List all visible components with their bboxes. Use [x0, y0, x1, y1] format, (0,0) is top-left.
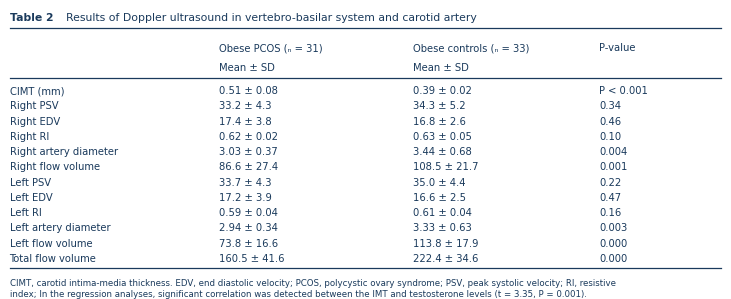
Text: Total flow volume: Total flow volume	[10, 254, 96, 264]
Text: 113.8 ± 17.9: 113.8 ± 17.9	[413, 239, 479, 249]
Text: 0.003: 0.003	[599, 223, 628, 234]
Text: 0.59 ± 0.04: 0.59 ± 0.04	[219, 208, 279, 218]
Text: 0.51 ± 0.08: 0.51 ± 0.08	[219, 86, 279, 96]
Text: Table 2: Table 2	[10, 13, 53, 23]
Text: 86.6 ± 27.4: 86.6 ± 27.4	[219, 162, 279, 173]
Text: CIMT (mm): CIMT (mm)	[10, 86, 64, 96]
Text: P-value: P-value	[599, 43, 636, 53]
Text: 16.8 ± 2.6: 16.8 ± 2.6	[413, 117, 466, 127]
Text: 3.44 ± 0.68: 3.44 ± 0.68	[413, 147, 471, 157]
Text: Right artery diameter: Right artery diameter	[10, 147, 118, 157]
Text: Obese controls (ₙ = 33): Obese controls (ₙ = 33)	[413, 43, 529, 53]
Text: Right flow volume: Right flow volume	[10, 162, 99, 173]
Text: 3.33 ± 0.63: 3.33 ± 0.63	[413, 223, 471, 234]
Text: 0.47: 0.47	[599, 193, 621, 203]
Text: 0.39 ± 0.02: 0.39 ± 0.02	[413, 86, 472, 96]
Text: Left EDV: Left EDV	[10, 193, 52, 203]
Text: 16.6 ± 2.5: 16.6 ± 2.5	[413, 193, 466, 203]
Text: 0.22: 0.22	[599, 178, 621, 188]
Text: CIMT, carotid intima-media thickness. EDV, end diastolic velocity; PCOS, polycys: CIMT, carotid intima-media thickness. ED…	[10, 279, 616, 299]
Text: Right PSV: Right PSV	[10, 101, 58, 112]
Text: Left flow volume: Left flow volume	[10, 239, 92, 249]
Text: 160.5 ± 41.6: 160.5 ± 41.6	[219, 254, 285, 264]
Text: 0.001: 0.001	[599, 162, 628, 173]
Text: 0.000: 0.000	[599, 239, 628, 249]
Text: 0.004: 0.004	[599, 147, 628, 157]
Text: Mean ± SD: Mean ± SD	[413, 63, 469, 73]
Text: 108.5 ± 21.7: 108.5 ± 21.7	[413, 162, 479, 173]
Text: 34.3 ± 5.2: 34.3 ± 5.2	[413, 101, 466, 112]
Text: 0.10: 0.10	[599, 132, 621, 142]
Text: Left artery diameter: Left artery diameter	[10, 223, 110, 234]
Text: Left RI: Left RI	[10, 208, 41, 218]
Text: 0.61 ± 0.04: 0.61 ± 0.04	[413, 208, 472, 218]
Text: 35.0 ± 4.4: 35.0 ± 4.4	[413, 178, 466, 188]
Text: 2.94 ± 0.34: 2.94 ± 0.34	[219, 223, 279, 234]
Text: 73.8 ± 16.6: 73.8 ± 16.6	[219, 239, 279, 249]
Text: Left PSV: Left PSV	[10, 178, 50, 188]
Text: 222.4 ± 34.6: 222.4 ± 34.6	[413, 254, 478, 264]
Text: 0.34: 0.34	[599, 101, 621, 112]
Text: 0.46: 0.46	[599, 117, 621, 127]
Text: 33.7 ± 4.3: 33.7 ± 4.3	[219, 178, 272, 188]
Text: Right RI: Right RI	[10, 132, 49, 142]
Text: Obese PCOS (ₙ = 31): Obese PCOS (ₙ = 31)	[219, 43, 323, 53]
Text: 0.16: 0.16	[599, 208, 621, 218]
Text: 0.000: 0.000	[599, 254, 628, 264]
Text: 17.4 ± 3.8: 17.4 ± 3.8	[219, 117, 272, 127]
Text: Mean ± SD: Mean ± SD	[219, 63, 275, 73]
Text: 17.2 ± 3.9: 17.2 ± 3.9	[219, 193, 272, 203]
Text: 3.03 ± 0.37: 3.03 ± 0.37	[219, 147, 278, 157]
Text: 0.62 ± 0.02: 0.62 ± 0.02	[219, 132, 279, 142]
Text: 33.2 ± 4.3: 33.2 ± 4.3	[219, 101, 272, 112]
Text: 0.63 ± 0.05: 0.63 ± 0.05	[413, 132, 472, 142]
Text: P < 0.001: P < 0.001	[599, 86, 648, 96]
Text: Results of Doppler ultrasound in vertebro-basilar system and carotid artery: Results of Doppler ultrasound in vertebr…	[59, 13, 477, 23]
Text: Right EDV: Right EDV	[10, 117, 60, 127]
